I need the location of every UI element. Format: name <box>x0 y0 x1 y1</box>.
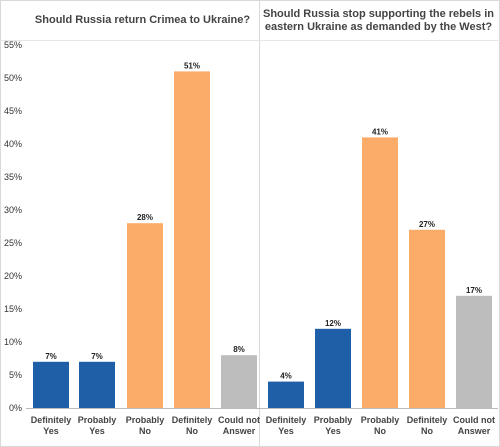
y-tick-label: 25% <box>4 238 22 248</box>
data-label: 4% <box>280 372 292 381</box>
y-tick-label: 45% <box>4 106 22 116</box>
bar-2-2 <box>315 328 351 408</box>
y-tick-label: 20% <box>4 271 22 281</box>
data-label: 12% <box>325 319 341 328</box>
x-tick-label: Definitely <box>31 415 72 425</box>
y-tick-label: 30% <box>4 205 22 215</box>
bar-1-4 <box>174 71 210 409</box>
bar-1-2 <box>79 361 115 408</box>
data-label: 27% <box>419 220 435 229</box>
x-tick-label: Definitely <box>266 415 307 425</box>
y-tick-label: 40% <box>4 139 22 149</box>
y-tick-label: 0% <box>9 403 22 413</box>
chart-title: Should Russia return Crimea to Ukraine? <box>35 14 250 26</box>
y-tick-label: 5% <box>9 370 22 380</box>
x-tick-label: Answer <box>458 426 491 436</box>
data-label: 51% <box>184 61 200 70</box>
x-tick-label: Yes <box>89 426 105 436</box>
bar-2-5 <box>456 295 492 408</box>
chart-title: Should Russia stop supporting the rebels… <box>263 8 494 20</box>
x-tick-label: Yes <box>325 426 341 436</box>
y-tick-label: 35% <box>4 172 22 182</box>
bar-1-5 <box>221 355 257 408</box>
x-tick-label: Probably <box>361 415 400 425</box>
chart-title: eastern Ukraine as demanded by the West? <box>265 21 492 33</box>
x-tick-label: No <box>421 426 433 436</box>
data-label: 17% <box>466 286 482 295</box>
bar-1-3 <box>127 223 163 408</box>
x-tick-label: No <box>374 426 386 436</box>
y-tick-label: 50% <box>4 73 22 83</box>
x-tick-label: Answer <box>223 426 256 436</box>
x-tick-label: No <box>186 426 198 436</box>
x-tick-label: Definitely <box>172 415 213 425</box>
bar-2-4 <box>409 229 445 408</box>
data-label: 8% <box>233 345 245 354</box>
x-tick-label: No <box>139 426 151 436</box>
y-tick-label: 15% <box>4 304 22 314</box>
data-label: 41% <box>372 127 388 136</box>
y-tick-label: 55% <box>4 40 22 50</box>
y-tick-label: 10% <box>4 337 22 347</box>
data-label: 7% <box>45 352 57 361</box>
data-label: 28% <box>137 213 153 222</box>
x-tick-label: Yes <box>278 426 294 436</box>
x-tick-label: Definitely <box>407 415 448 425</box>
x-tick-label: Probably <box>126 415 165 425</box>
x-tick-label: Probably <box>78 415 117 425</box>
x-tick-label: Could not <box>218 415 260 425</box>
bar-1-1 <box>33 361 69 408</box>
bar-2-3 <box>362 137 398 408</box>
x-tick-label: Probably <box>314 415 353 425</box>
x-tick-label: Could not <box>453 415 495 425</box>
bar-2-1 <box>268 381 304 408</box>
x-tick-label: Yes <box>43 426 59 436</box>
data-label: 7% <box>91 352 103 361</box>
